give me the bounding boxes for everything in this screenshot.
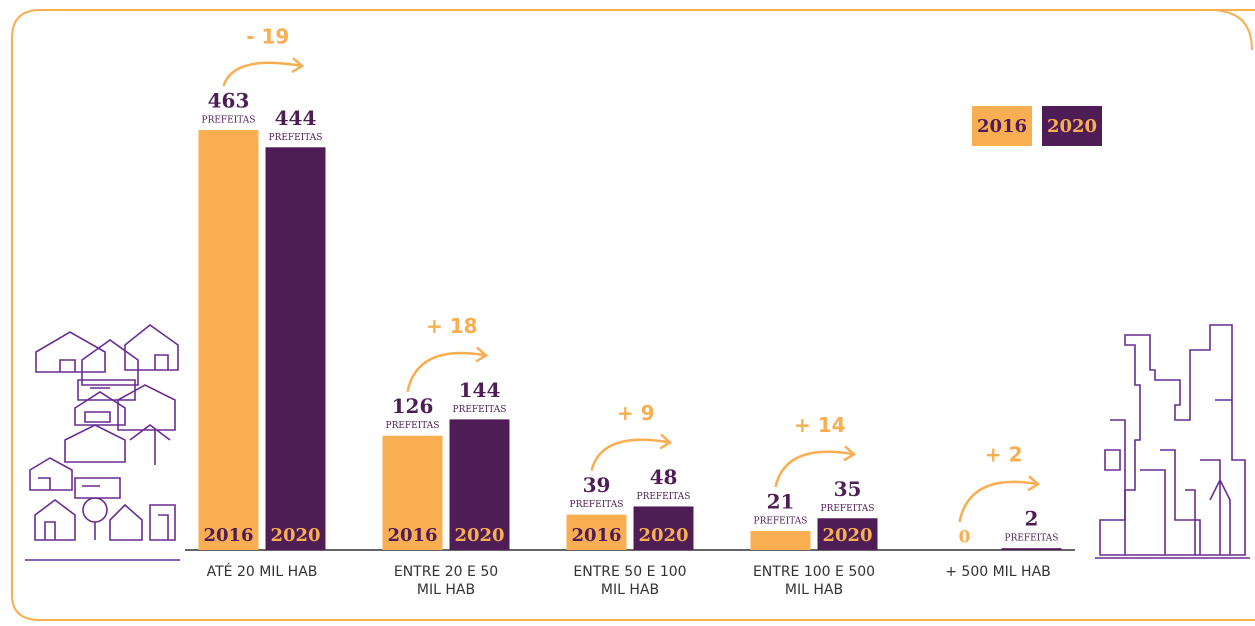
change-arrow-head (659, 433, 673, 450)
bar (198, 130, 259, 550)
unit-label: PREFEITAS (821, 504, 875, 514)
value-label: 144 (459, 378, 501, 402)
unit-label: PREFEITAS (570, 500, 624, 510)
category-label: ENTRE 100 E 500 MIL HAB (752, 564, 876, 598)
bar (633, 506, 694, 550)
houses-illustration (25, 323, 180, 561)
category-label: ENTRE 20 E 50 MIL HAB (393, 564, 499, 598)
value-label: 35 (834, 477, 862, 501)
bar-year-label: 2020 (454, 525, 504, 546)
change-label: + 9 (617, 401, 655, 425)
legend-swatch (1042, 106, 1102, 146)
legend-swatch (972, 106, 1032, 146)
change-arrow (774, 450, 855, 488)
change-label: - 19 (246, 25, 289, 49)
value-label: 126 (392, 394, 434, 418)
bar (449, 419, 510, 550)
category-label: ATÉ 20 MIL HAB (206, 564, 318, 580)
change-arrow (222, 61, 303, 87)
bar (566, 514, 627, 550)
legend-label: 2016 (977, 116, 1027, 137)
legend-label: 2020 (1047, 116, 1097, 137)
frame-corner (1209, 9, 1253, 51)
bar-year-label: 2016 (387, 525, 437, 546)
value-label: 48 (650, 465, 678, 489)
change-arrow-head (475, 346, 489, 363)
bar (750, 530, 811, 550)
category-label: ENTRE 50 E 100 MIL HAB (573, 564, 687, 598)
value-label: 444 (275, 106, 317, 130)
change-arrow-head (291, 57, 305, 74)
bar (265, 147, 326, 551)
change-arrow-head (1027, 475, 1041, 492)
unit-label: PREFEITAS (453, 405, 507, 415)
bar-year-label: 2016 (203, 525, 253, 546)
value-label: 39 (583, 473, 611, 497)
category-label: + 500 MIL HAB (945, 564, 1051, 580)
change-label: + 18 (426, 314, 478, 338)
bar-year-label: 2020 (822, 525, 872, 546)
value-label: 2 (1025, 507, 1039, 531)
bar-year-label: 2020 (270, 525, 320, 546)
value-label: 21 (767, 489, 795, 513)
unit-label: PREFEITAS (637, 492, 691, 502)
bar (817, 518, 878, 550)
value-label: 463 (208, 89, 250, 113)
change-arrow (958, 480, 1039, 523)
unit-label: PREFEITAS (269, 133, 323, 143)
value-label: 0 (959, 528, 971, 548)
bar-year-label: 2016 (571, 525, 621, 546)
city-illustration (1095, 324, 1250, 559)
unit-label: PREFEITAS (386, 421, 440, 431)
change-label: + 2 (985, 443, 1023, 467)
unit-label: PREFEITAS (1005, 534, 1059, 544)
change-arrow-head (843, 445, 857, 462)
change-arrow (590, 438, 671, 471)
bar-year-label: 2020 (638, 525, 688, 546)
unit-label: PREFEITAS (754, 516, 808, 526)
bar (1001, 548, 1062, 550)
change-arrow (406, 351, 487, 392)
unit-label: PREFEITAS (202, 116, 256, 126)
change-label: + 14 (794, 413, 846, 437)
bar (382, 435, 443, 550)
